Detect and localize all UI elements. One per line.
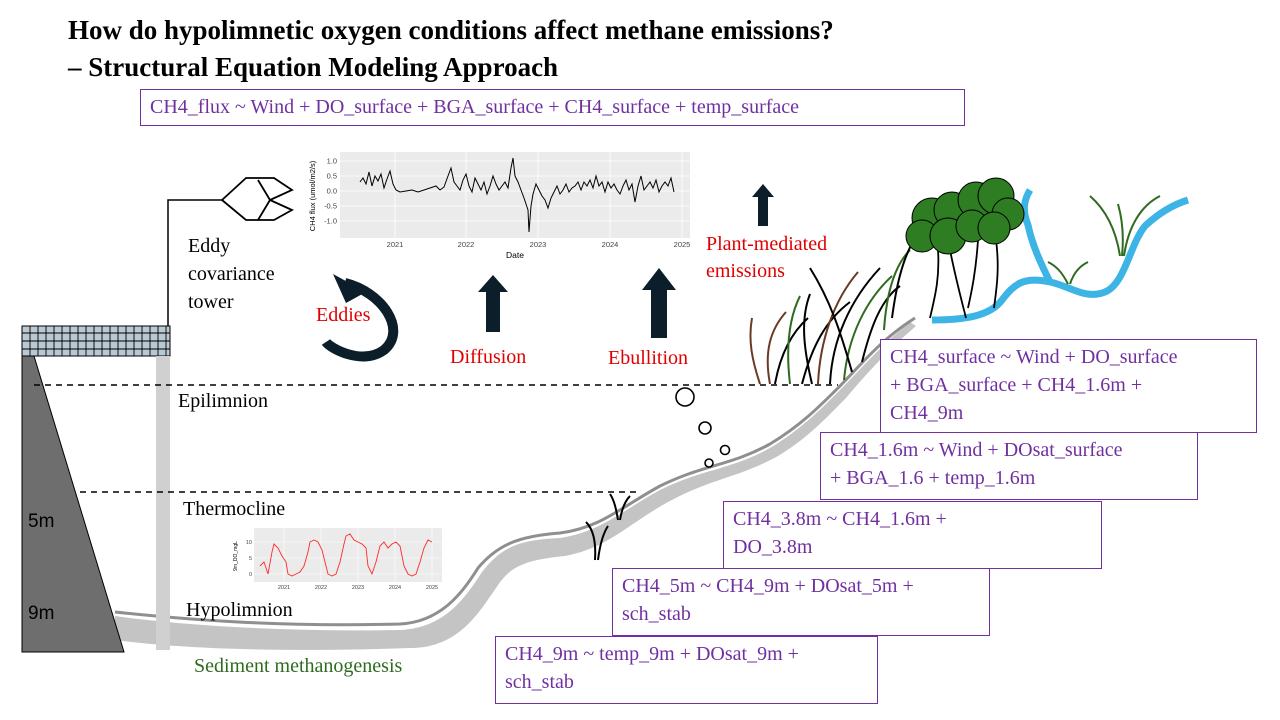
- dam-rail-grid: [22, 326, 170, 356]
- equation-line: CH4_surface ~ Wind + DO_surface: [890, 346, 1178, 368]
- tower-label-line: Eddy: [188, 235, 231, 257]
- do-ytick: 5: [249, 556, 252, 562]
- grass-icon: [1089, 195, 1161, 257]
- bubble: [698, 421, 712, 435]
- plant-label-line: Plant-mediated: [706, 233, 828, 255]
- do-time-series-inset: 10 5 0 2021 2022 2023 2024 2025 9m_DO_mg…: [233, 528, 442, 591]
- flux-ytick: -0.5: [324, 202, 337, 211]
- intake-pipe: [156, 356, 170, 650]
- do-xtick: 2023: [352, 585, 364, 591]
- sediment-surface-line: [114, 316, 916, 627]
- equation-line: sch_stab: [622, 603, 691, 625]
- flux-ytick: -1.0: [324, 217, 337, 226]
- grass-icon: [1047, 261, 1089, 285]
- ch4-flux-equation: CH4_flux ~ Wind + DO_surface + BGA_surfa…: [140, 89, 965, 126]
- equation-text: CH4_flux ~ Wind + DO_surface + BGA_surfa…: [150, 96, 800, 118]
- diffusion-arrow: [478, 275, 508, 332]
- equation-line: + BGA_1.6 + temp_1.6m: [830, 467, 1036, 489]
- flux-xtick: 2021: [387, 240, 404, 249]
- tower-label-line: covariance: [188, 263, 275, 285]
- submerged-plant-icon: [585, 521, 609, 561]
- thermocline-label: Thermocline: [183, 498, 286, 520]
- ebullition-arrow: [642, 268, 676, 338]
- sediment-methanogenesis-label: Sediment methanogenesis: [194, 655, 403, 677]
- do-plot-panel: [254, 528, 442, 582]
- equation-line: DO_3.8m: [733, 536, 813, 558]
- plant-arrow: [752, 184, 774, 226]
- ch4-1-6m-equation: CH4_1.6m ~ Wind + DOsat_surface + BGA_1.…: [820, 432, 1198, 500]
- flux-plot-panel: [340, 152, 690, 238]
- plant-mediated-label: Plant-mediated emissions: [706, 231, 827, 285]
- ch4-surface-equation: CH4_surface ~ Wind + DO_surface + BGA_su…: [880, 339, 1257, 433]
- flux-xtick: 2022: [458, 240, 475, 249]
- title-line-1: How do hypolimnetic oxygen conditions af…: [68, 15, 834, 45]
- equation-line: CH4_9m: [890, 402, 964, 424]
- tower-label: Eddy covariance tower: [188, 232, 275, 316]
- do-ytick: 10: [246, 540, 252, 546]
- bubble: [719, 444, 731, 456]
- ch4-9m-equation: CH4_9m ~ temp_9m + DOsat_9m + sch_stab: [495, 636, 878, 704]
- flux-time-series-inset: 1.0 0.5 0.0 -0.5 -1.0 2021 2022 2023 202…: [308, 152, 691, 260]
- do-gridlines: [254, 528, 442, 582]
- equation-line: + BGA_surface + CH4_1.6m +: [890, 374, 1143, 396]
- stream-branch: [1020, 188, 1054, 284]
- tower-label-line: tower: [188, 291, 234, 313]
- do-ytick: 0: [249, 572, 252, 578]
- diffusion-label: Diffusion: [450, 346, 527, 368]
- do-ylabel: 9m_DO_mgL: [233, 541, 239, 571]
- depth-9m-label: 9m: [28, 603, 55, 624]
- title-line-2: – Structural Equation Modeling Approach: [68, 52, 559, 82]
- plant-label-line: emissions: [706, 260, 785, 282]
- equation-line: CH4_9m ~ temp_9m + DOsat_9m +: [505, 643, 799, 665]
- tower-sensor: [221, 177, 294, 221]
- equation-line: sch_stab: [505, 671, 574, 693]
- eddy-arrow: [321, 278, 399, 362]
- do-xtick: 2025: [426, 585, 438, 591]
- flux-xtick: 2025: [674, 240, 691, 249]
- equation-line: CH4_1.6m ~ Wind + DOsat_surface: [830, 439, 1123, 461]
- submerged-plant-icon: [609, 493, 631, 521]
- do-xtick: 2022: [315, 585, 327, 591]
- ch4-5m-equation: CH4_5m ~ CH4_9m + DOsat_5m + sch_stab: [612, 568, 990, 636]
- equation-line: CH4_3.8m ~ CH4_1.6m +: [733, 508, 947, 530]
- bubble: [675, 387, 695, 407]
- bubble: [704, 458, 714, 468]
- tower-mast: [167, 199, 222, 326]
- flux-ytick: 0.0: [327, 187, 337, 196]
- flux-ytick: 0.5: [327, 172, 337, 181]
- emergent-plants-icon: [749, 239, 915, 385]
- eddies-label: Eddies: [316, 304, 371, 326]
- eddy-arrowhead: [333, 274, 366, 303]
- do-series: [259, 533, 433, 577]
- epilimnion-label: Epilimnion: [178, 390, 268, 412]
- flux-ytick: 1.0: [327, 157, 337, 166]
- ebullition-label: Ebullition: [608, 347, 688, 369]
- ch4-3-8m-equation: CH4_3.8m ~ CH4_1.6m + DO_3.8m: [723, 501, 1102, 569]
- do-xtick: 2021: [278, 585, 290, 591]
- tree-icon: [905, 191, 971, 319]
- stream: [931, 196, 1190, 324]
- equation-line: CH4_5m ~ CH4_9m + DOsat_5m +: [622, 575, 914, 597]
- tree-icon: [955, 177, 1025, 309]
- flux-xtick: 2024: [602, 240, 619, 249]
- depth-5m-label: 5m: [28, 511, 55, 532]
- hypolimnion-label: Hypolimnion: [186, 599, 293, 621]
- dam-body: [21, 355, 125, 653]
- flux-xlabel: Date: [506, 250, 524, 260]
- flux-ylabel: CH4 flux (umol/m2/s): [308, 160, 317, 231]
- flux-xtick: 2023: [530, 240, 547, 249]
- flux-series: [359, 157, 675, 233]
- title: How do hypolimnetic oxygen conditions af…: [68, 12, 834, 86]
- do-xtick: 2024: [389, 585, 401, 591]
